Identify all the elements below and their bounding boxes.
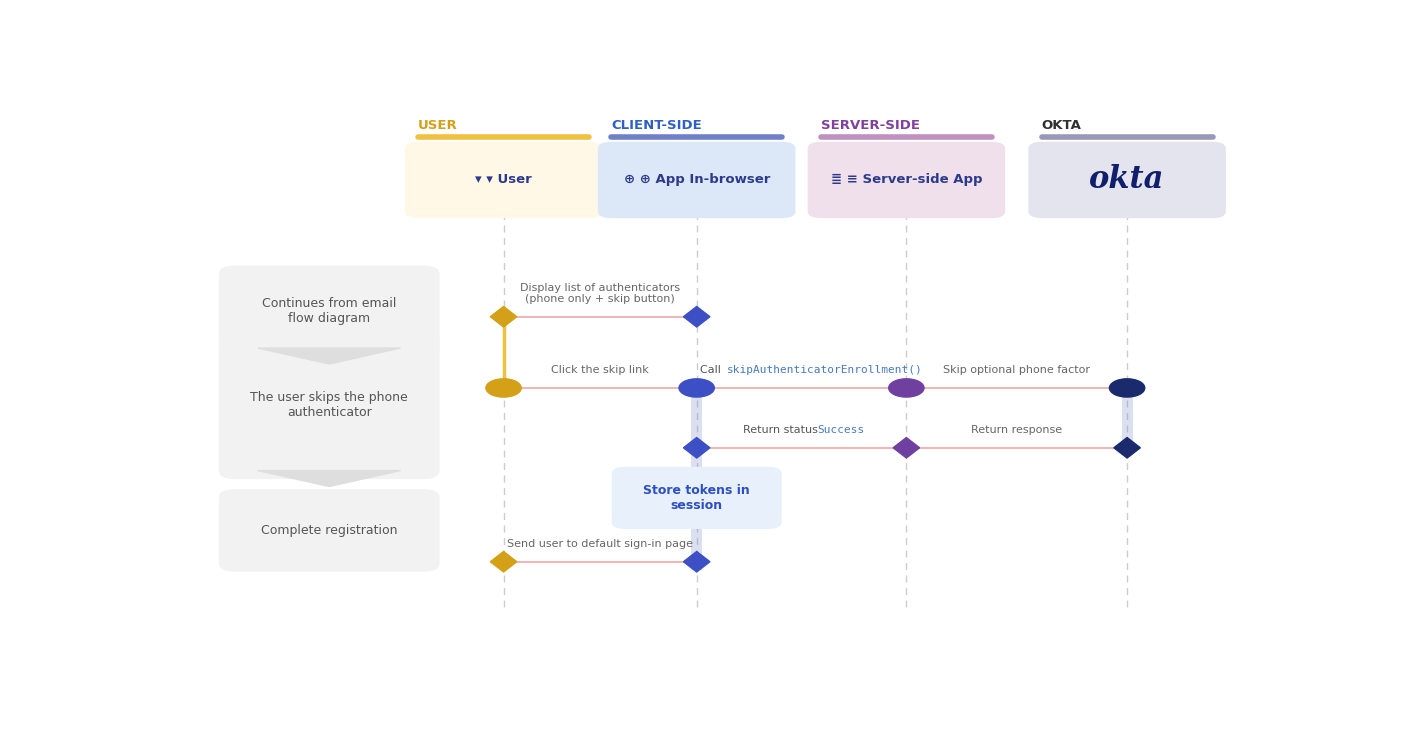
Text: Call: Call	[701, 366, 725, 375]
FancyBboxPatch shape	[612, 467, 782, 529]
FancyBboxPatch shape	[219, 489, 440, 572]
Polygon shape	[258, 471, 400, 486]
FancyBboxPatch shape	[404, 142, 602, 218]
Circle shape	[486, 379, 521, 397]
Polygon shape	[490, 306, 517, 327]
Polygon shape	[684, 551, 711, 572]
Circle shape	[1109, 379, 1145, 397]
Text: ▾ ▾ User: ▾ ▾ User	[476, 173, 533, 186]
Polygon shape	[684, 306, 711, 327]
Polygon shape	[1114, 437, 1141, 458]
Text: Return status: Return status	[743, 425, 822, 435]
Text: Complete registration: Complete registration	[261, 524, 397, 537]
FancyBboxPatch shape	[1122, 388, 1132, 454]
Text: okta: okta	[1089, 164, 1165, 195]
FancyBboxPatch shape	[219, 266, 440, 357]
Text: Return response: Return response	[971, 425, 1062, 435]
Text: USER: USER	[419, 119, 457, 132]
Text: skipAuthenticatorEnrollment(): skipAuthenticatorEnrollment()	[726, 366, 923, 375]
Text: Send user to default sign-in page: Send user to default sign-in page	[507, 539, 693, 549]
FancyBboxPatch shape	[219, 331, 440, 479]
Text: ⊕ ⊕ App In-browser: ⊕ ⊕ App In-browser	[624, 173, 770, 186]
Text: The user skips the phone
authenticator: The user skips the phone authenticator	[251, 391, 409, 419]
Text: OKTA: OKTA	[1041, 119, 1081, 132]
Polygon shape	[490, 551, 517, 572]
Polygon shape	[258, 348, 400, 364]
FancyBboxPatch shape	[172, 86, 1287, 662]
Text: SERVER-SIDE: SERVER-SIDE	[820, 119, 920, 132]
Text: Skip optional phone factor: Skip optional phone factor	[943, 366, 1091, 375]
Text: Continues from email
flow diagram: Continues from email flow diagram	[262, 297, 396, 325]
Polygon shape	[893, 437, 920, 458]
FancyBboxPatch shape	[691, 388, 702, 571]
Text: Click the skip link: Click the skip link	[551, 366, 649, 375]
Polygon shape	[684, 437, 711, 458]
Text: CLIENT-SIDE: CLIENT-SIDE	[611, 119, 702, 132]
Text: Success: Success	[817, 425, 864, 435]
Circle shape	[679, 379, 715, 397]
Text: Display list of authenticators
(phone only + skip button): Display list of authenticators (phone on…	[520, 283, 681, 304]
Text: ≣ ≡ Server-side App: ≣ ≡ Server-side App	[830, 173, 983, 186]
FancyBboxPatch shape	[598, 142, 796, 218]
FancyBboxPatch shape	[1028, 142, 1226, 218]
Text: Store tokens in
session: Store tokens in session	[644, 484, 750, 512]
FancyBboxPatch shape	[807, 142, 1005, 218]
Circle shape	[889, 379, 924, 397]
